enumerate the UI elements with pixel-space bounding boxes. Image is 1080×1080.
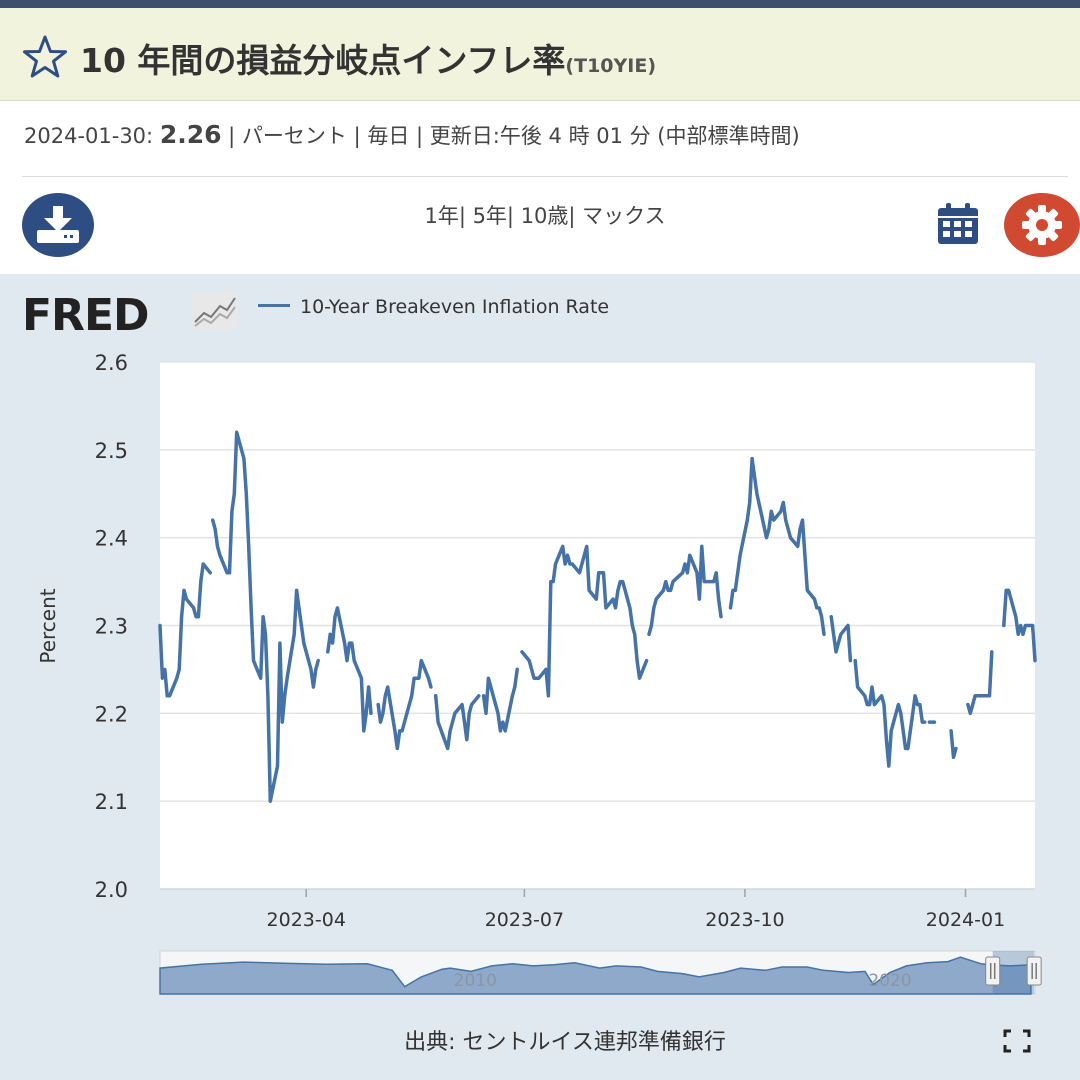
settings-button[interactable]: [1004, 193, 1080, 257]
fullscreen-icon[interactable]: [1002, 1028, 1032, 1054]
y-tick-label: 2.6: [95, 351, 128, 375]
series-meta: 2024-01-30: 2.26 | パーセント | 毎日 | 更新日:午後 4…: [24, 120, 800, 150]
series-line-segment: [158, 562, 213, 698]
legend-label: 10-Year Breakeven Inflation Rate: [300, 296, 610, 318]
series-line-segment: [481, 667, 519, 733]
fred-logo-graph-icon: [192, 292, 238, 330]
x-tick-label: 2023-10: [705, 909, 784, 931]
y-tick-label: 2.1: [95, 790, 128, 814]
date-range-links: 1年| 5年| 10歳| マックス: [0, 200, 1080, 230]
title-text: 10 年間の損益分岐点インフレ率: [80, 41, 566, 80]
legend-swatch: [258, 304, 290, 307]
series-line-segment: [433, 694, 481, 751]
x-tick-label: 2024-01: [926, 909, 1005, 931]
gear-icon: [1022, 205, 1062, 245]
series-line-segment: [966, 650, 994, 716]
y-tick-label: 2.5: [95, 439, 128, 463]
series-line-segment: [1002, 588, 1037, 663]
star-icon[interactable]: [22, 34, 68, 80]
y-tick-label: 2.0: [95, 878, 128, 902]
series-line-segment: [728, 456, 826, 637]
calendar-icon[interactable]: [934, 200, 982, 248]
series-line-segment: [949, 729, 958, 760]
series-line-segment: [853, 658, 927, 768]
page-title: 10 年間の損益分岐点インフレ率(T10YIE): [80, 34, 656, 82]
series-line-segment: [520, 544, 649, 698]
top-bar: [0, 0, 1080, 8]
chart-legend: 10-Year Breakeven Inflation Rate: [258, 296, 609, 318]
y-tick-label: 2.2: [95, 702, 128, 726]
x-tick-label: 2023-07: [485, 909, 564, 931]
range-5y[interactable]: 5年|: [465, 204, 515, 228]
y-tick-label: 2.3: [95, 615, 128, 639]
y-tick-label: 2.4: [95, 527, 128, 551]
range-10y[interactable]: 10歳|: [514, 204, 576, 228]
range-1y[interactable]: 1年|: [424, 204, 466, 228]
series-meta-rest: | パーセント | 毎日 | 更新日:午後 4 時 01 分 (中部標準時間): [221, 124, 800, 148]
series-line-segment: [376, 658, 433, 751]
navigator-label: 2020: [868, 971, 911, 991]
download-button[interactable]: [22, 193, 94, 257]
series-line-segment: [647, 544, 723, 637]
observation-value: 2.26: [159, 120, 222, 149]
y-axis-label: Percent: [36, 588, 60, 663]
download-icon: [37, 206, 79, 243]
range-max[interactable]: マックス: [575, 204, 666, 228]
navigator-handle[interactable]: [1026, 956, 1042, 986]
fred-logo: FRED: [22, 290, 150, 341]
navigator-series: [159, 956, 1032, 995]
title-band: [0, 8, 1080, 101]
series-line-segment: [210, 430, 320, 803]
series-line-segment: [326, 606, 373, 733]
divider: [22, 176, 1068, 177]
series-line-segment: [829, 614, 853, 663]
navigator-handle[interactable]: [985, 956, 1001, 986]
source-note: 出典: セントルイス連邦準備銀行: [404, 1030, 726, 1055]
navigator-label: 2010: [454, 971, 497, 991]
observation-date: 2024-01-30:: [24, 124, 154, 148]
x-tick-label: 2023-04: [267, 909, 346, 931]
series-id: (T10YIE): [565, 55, 656, 77]
